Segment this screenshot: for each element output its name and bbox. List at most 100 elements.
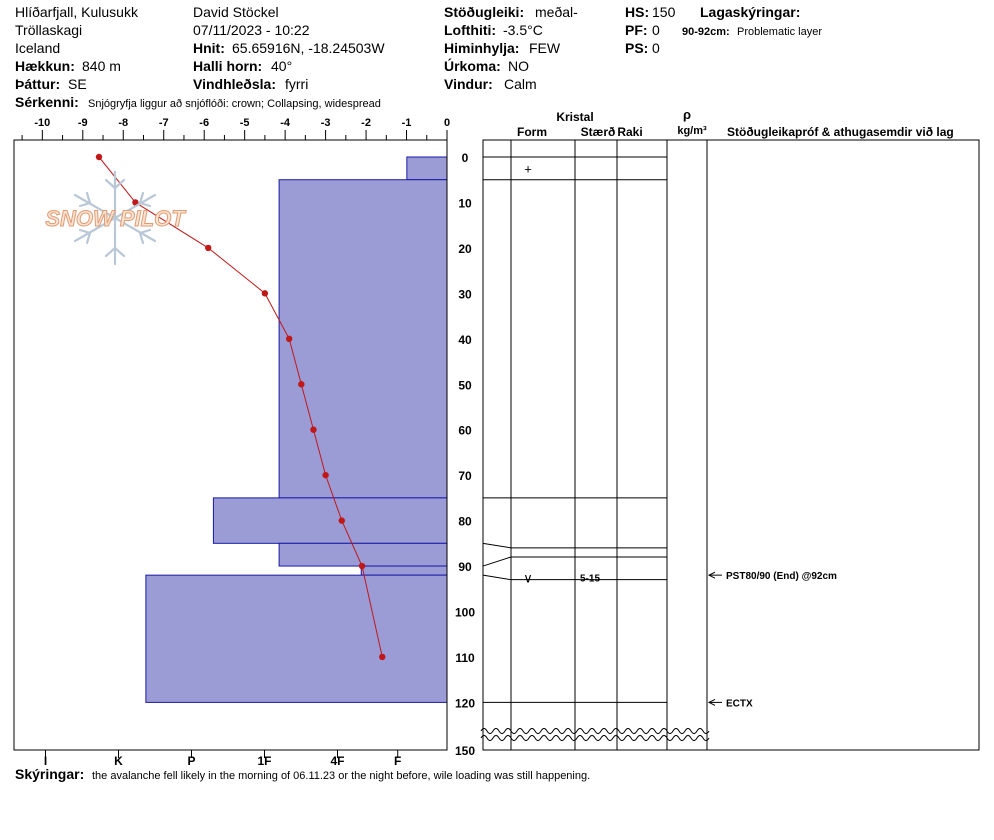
hardness-tick-label-4: 4F xyxy=(330,754,344,768)
temperature-point-7 xyxy=(322,471,329,479)
depth-tick-label-0: 0 xyxy=(462,151,469,165)
temp-tick-label-6: -4 xyxy=(280,117,291,129)
wind-loading-label: Vindhleðsla: xyxy=(193,76,276,92)
depth-tick-label-9: 90 xyxy=(458,560,472,574)
ps-value: 0 xyxy=(652,40,660,56)
depth-tick-label-8: 80 xyxy=(458,515,472,529)
air-temp-label: Lofthiti: xyxy=(444,22,497,38)
axis-break-wave-0 xyxy=(480,728,710,734)
temperature-point-9 xyxy=(358,562,366,570)
aspect-value: SE xyxy=(68,76,87,92)
layer-notes-text: Problematic layer xyxy=(737,26,822,38)
depth-tick-label-13: 150 xyxy=(455,744,475,758)
header-size: Stærð xyxy=(581,125,616,139)
header-form: Form xyxy=(517,125,547,139)
layer-notes-range: 90-92cm: xyxy=(682,26,730,38)
temperature-point-10 xyxy=(379,653,386,661)
depth-tick-label-5: 50 xyxy=(458,378,472,392)
temp-tick-label-9: -1 xyxy=(402,117,412,129)
air-temp-value: -3.5°C xyxy=(503,22,543,38)
sky-value: FEW xyxy=(529,40,561,56)
header-moisture: Raki xyxy=(617,125,642,139)
ps-label: PS: xyxy=(625,40,649,56)
temperature-point-0 xyxy=(95,153,103,161)
table-frame xyxy=(482,139,980,751)
temperature-point-2 xyxy=(205,244,212,252)
country: Iceland xyxy=(15,40,61,56)
depth-tick-label-4: 40 xyxy=(458,333,472,347)
table-connector-3 xyxy=(482,542,512,549)
precip-label: Úrkoma: xyxy=(444,58,501,74)
stability-label: Stöðugleiki: xyxy=(444,4,525,20)
hardness-bar-4 xyxy=(360,565,448,576)
temperature-point-1 xyxy=(132,199,139,206)
coords-label: Hnit: xyxy=(193,40,225,56)
pf-value: 0 xyxy=(652,22,660,38)
hardness-bar-3 xyxy=(278,542,448,567)
temp-tick-label-5: -5 xyxy=(240,117,250,129)
hardness-bar-5 xyxy=(145,574,448,703)
depth-tick-label-2: 20 xyxy=(458,242,472,256)
range: Tröllaskagi xyxy=(15,22,83,38)
snowflake-icon xyxy=(73,170,157,266)
table-connector-4 xyxy=(482,556,512,567)
layer-table: Kristal Form Stærð Raki ρ kg/m³ Stöðugleikapró… xyxy=(480,107,980,751)
datetime: 07/11/2023 - 10:22 xyxy=(193,22,310,38)
comments-label: Skýringar: xyxy=(15,766,85,782)
hardness-tick-label-2: P xyxy=(187,754,195,768)
header-tests: Stöðugleikapróf & athugasemdir við lag xyxy=(727,125,954,139)
temp-tick-label-2: -8 xyxy=(118,117,128,129)
temp-tick-label-1: -9 xyxy=(78,117,88,129)
depth-tick-label-11: 110 xyxy=(455,651,475,665)
depth-tick-label-3: 30 xyxy=(458,287,472,301)
layer-notes-title: Lagaskýringar: xyxy=(700,4,801,20)
coords-value: 65.65916N, -18.24503W xyxy=(232,40,385,56)
test-arrow-head-0 xyxy=(707,571,716,579)
hardness-tick-label-1: K xyxy=(114,754,123,768)
temp-tick-label-3: -7 xyxy=(159,117,169,129)
slope-label: Halli horn: xyxy=(193,58,263,74)
elevation-label: Hækkun: xyxy=(15,58,75,74)
elevation-value: 840 m xyxy=(82,58,121,74)
axis-break-wave-1 xyxy=(480,735,710,741)
sky-label: Himinhylja: xyxy=(444,40,520,56)
logo-text: SNOW PILOT xyxy=(45,206,186,231)
test-label-1: ECTX xyxy=(726,698,753,709)
grain-form-1: ∨ xyxy=(523,570,533,585)
slope-value: 40° xyxy=(271,58,293,74)
pf-label: PF: xyxy=(625,22,648,38)
temp-tick-label-0: -10 xyxy=(34,117,50,129)
stability-value: meðal- xyxy=(535,4,578,20)
temperature-point-4 xyxy=(285,335,293,342)
depth-tick-label-1: 10 xyxy=(458,196,472,210)
comments-value: the avalanche fell likely in the morning… xyxy=(92,770,591,782)
temp-tick-label-4: -6 xyxy=(199,117,209,129)
header-density-unit: kg/m³ xyxy=(677,125,707,137)
hardness-tick-label-3: 1F xyxy=(257,754,271,768)
depth-tick-label-6: 60 xyxy=(458,424,472,438)
hardness-bar-2 xyxy=(212,497,448,544)
test-label-0: PST80/90 (End) @92cm xyxy=(726,571,837,582)
temperature-profile xyxy=(95,153,386,661)
header-crystal: Kristal xyxy=(556,110,593,124)
hardness-bar-1 xyxy=(278,179,448,499)
features-value: Snjógryfja liggur að snjóflóði: crown; C… xyxy=(88,98,381,110)
temp-tick-label-10: 0 xyxy=(444,117,450,129)
header-density-symbol: ρ xyxy=(683,107,691,122)
temperature-point-5 xyxy=(298,381,305,388)
hardness-bars xyxy=(145,156,448,703)
test-arrow-head-1 xyxy=(707,698,716,706)
depth-tick-label-10: 100 xyxy=(455,606,475,620)
precip-value: NO xyxy=(508,58,529,74)
temperature-point-8 xyxy=(338,517,345,524)
temp-tick-label-8: -2 xyxy=(361,117,371,129)
snowpilot-logo: SNOW PILOT xyxy=(45,170,187,266)
hardness-tick-label-0: I xyxy=(44,754,47,768)
aspect-label: Þáttur: xyxy=(15,76,61,92)
temp-tick-label-7: -3 xyxy=(321,117,331,129)
hs-label: HS: xyxy=(625,4,650,20)
wind-label: Vindur: xyxy=(444,76,493,92)
depth-tick-label-7: 70 xyxy=(458,469,472,483)
hardness-bar-0 xyxy=(406,156,448,181)
